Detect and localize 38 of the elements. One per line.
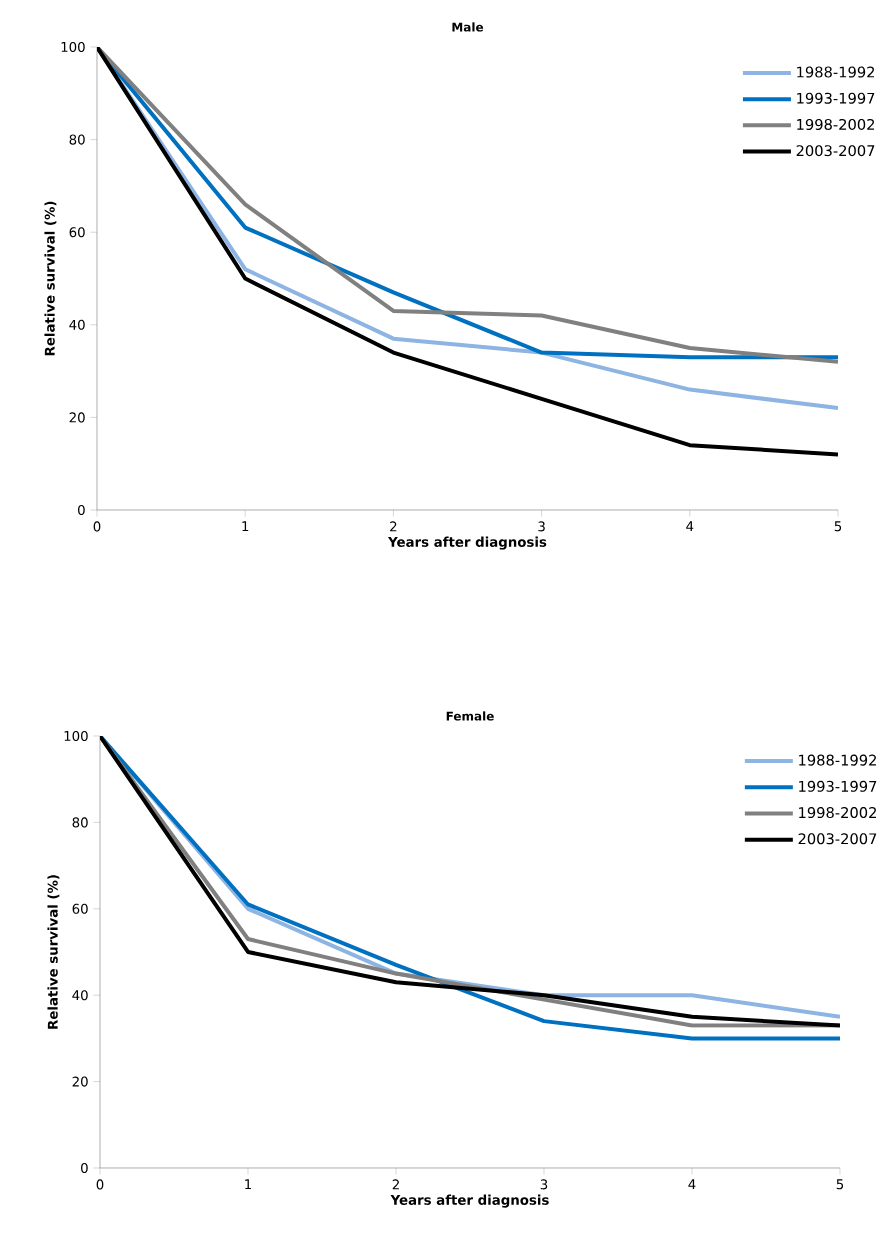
x-tick-label: 2 [390, 521, 397, 532]
x-tick-label: 4 [686, 521, 694, 532]
legend-label: 1993-1997 [799, 780, 877, 792]
y-tick-label: 20 [72, 1076, 88, 1087]
y-tick-label: 60 [69, 227, 85, 238]
x-tick-label: 0 [93, 521, 101, 532]
legend-label: 1993-1997 [797, 92, 875, 104]
x-tick-label: 2 [392, 1179, 399, 1190]
x-axis-title: Years after diagnosis [387, 536, 547, 550]
chart-title: Male [452, 22, 484, 32]
x-tick-label: 3 [538, 521, 545, 532]
y-tick-label: 0 [80, 1162, 88, 1174]
y-tick-label: 80 [69, 134, 85, 145]
y-tick-label: 60 [72, 903, 88, 914]
y-tick-label: 0 [77, 504, 85, 516]
y-tick-label: 20 [69, 412, 85, 423]
y-axis-title: Relative survival (%) [47, 875, 60, 1029]
x-tick-label: 3 [540, 1179, 548, 1190]
y-tick-label: 40 [72, 990, 88, 1001]
x-tick-label: 5 [836, 1179, 844, 1190]
y-tick-label: 80 [72, 817, 88, 828]
chart-title: Female [446, 711, 494, 721]
y-tick-label: 40 [69, 319, 85, 330]
x-tick-label: 0 [96, 1179, 104, 1190]
legend-label: 2003-2007 [796, 145, 875, 157]
y-axis-title: Relative survival (%) [44, 201, 57, 356]
x-tick-label: 1 [242, 521, 249, 532]
x-tick-label: 1 [245, 1179, 251, 1190]
y-tick-label: 100 [64, 730, 88, 742]
legend-label: 1988-1992 [799, 754, 876, 766]
legend-label: 1998-2002 [799, 807, 876, 819]
y-tick-label: 100 [61, 41, 85, 53]
legend-label: 1988-1992 [797, 66, 874, 78]
x-tick-label: 4 [688, 1179, 696, 1190]
legend-label: 1998-2002 [797, 118, 874, 131]
legend-label: 2003-2007 [798, 833, 877, 845]
x-axis-title: Years after diagnosis [390, 1194, 549, 1208]
x-tick-label: 5 [834, 521, 842, 532]
